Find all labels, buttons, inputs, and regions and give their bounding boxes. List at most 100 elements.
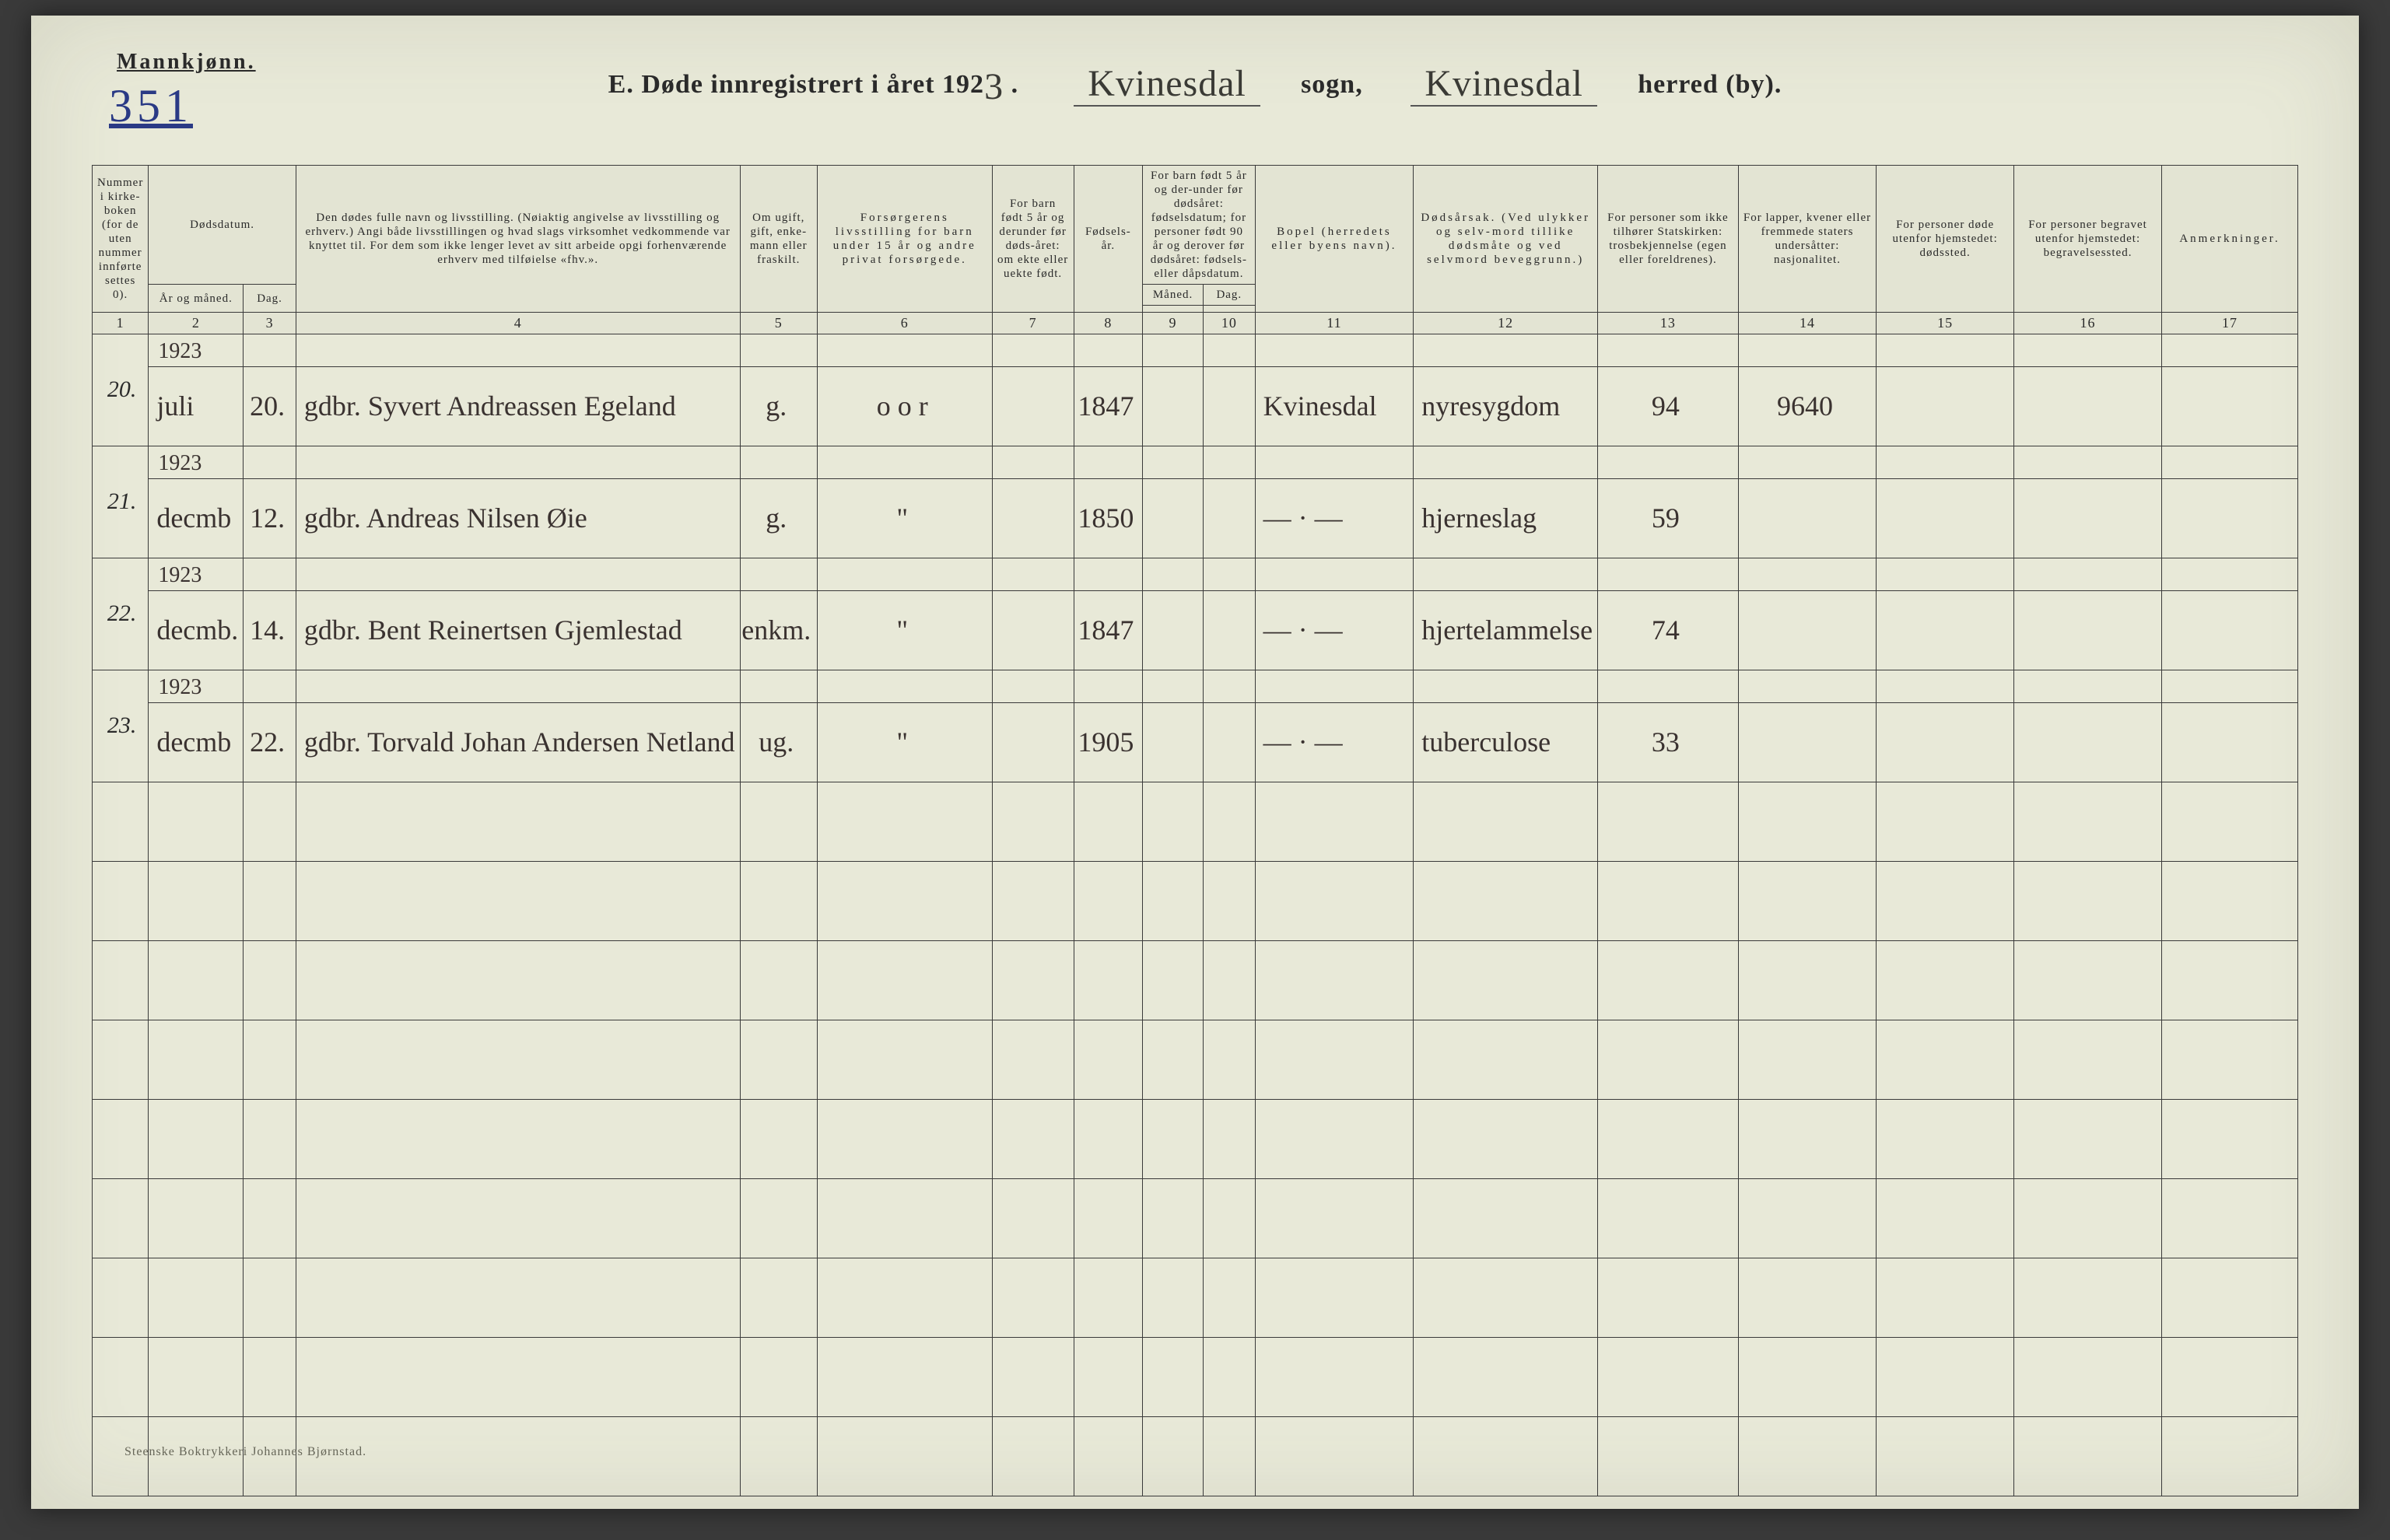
col-header-2: År og måned. <box>149 285 244 313</box>
cell-empty <box>1143 861 1204 940</box>
col-header-15: For personer døde utenfor hjemstedet: dø… <box>1877 166 2014 313</box>
cell-blank <box>1255 558 1414 590</box>
cell-blank <box>2162 446 2298 478</box>
sogn-word: sogn, <box>1301 70 1363 99</box>
cell-blank <box>1255 446 1414 478</box>
cell-residence: — · — <box>1255 590 1414 670</box>
cell-year: 1923 <box>149 334 244 366</box>
cell-empty <box>93 1337 149 1416</box>
col-header-17-text: Anmerkninger. <box>2179 233 2280 245</box>
cell-blank <box>1598 558 1739 590</box>
cell-empty <box>1598 1099 1739 1178</box>
cell-legitimacy <box>992 702 1074 782</box>
colnum-2: 2 <box>149 313 244 334</box>
col-header-date-top: Dødsdatum. <box>149 166 296 285</box>
death-register-table: Nummer i kirke-boken (for de uten nummer… <box>92 165 2298 1496</box>
cell-empty <box>1255 782 1414 861</box>
cell-empty <box>992 861 1074 940</box>
table-row-year: 23.1923 <box>93 670 2298 702</box>
cell-empty <box>1414 1178 1598 1258</box>
cell-col15 <box>1877 702 2014 782</box>
cell-empty <box>1877 782 2014 861</box>
table-row: decmb12.gdbr. Andreas Nilsen Øieg."1850—… <box>93 478 2298 558</box>
cell-provider: o o r <box>817 366 992 446</box>
cell-day: 20. <box>244 366 296 446</box>
cell-birth-day <box>1203 366 1255 446</box>
colnum-9: 9 <box>1143 313 1204 334</box>
cell-empty <box>1877 1020 2014 1099</box>
cell-blank <box>296 334 740 366</box>
table-row-empty <box>93 940 2298 1020</box>
cell-empty <box>1203 940 1255 1020</box>
cell-empty <box>1255 1099 1414 1178</box>
cell-empty <box>2162 1416 2298 1496</box>
cell-empty <box>244 1258 296 1337</box>
cell-empty <box>1877 940 2014 1020</box>
cell-empty <box>149 1020 244 1099</box>
cell-empty <box>1877 1337 2014 1416</box>
colnum-15: 15 <box>1877 313 2014 334</box>
printer-footer: Steenske Boktrykkeri Johannes Bjørnstad. <box>124 1445 366 1459</box>
colnum-14: 14 <box>1738 313 1877 334</box>
sogn-name-handwritten: Kvinesdal <box>1074 62 1260 107</box>
cell-empty <box>1414 1258 1598 1337</box>
cell-empty <box>1143 782 1204 861</box>
cell-col17 <box>2162 478 2298 558</box>
colnum-6: 6 <box>817 313 992 334</box>
cell-col17 <box>2162 366 2298 446</box>
cell-empty <box>817 782 992 861</box>
cell-blank <box>1255 334 1414 366</box>
cell-empty <box>1143 940 1204 1020</box>
cell-col13: 94 <box>1598 366 1739 446</box>
cell-blank <box>244 670 296 702</box>
cell-blank <box>1738 558 1877 590</box>
colnum-4: 4 <box>296 313 740 334</box>
cell-empty <box>992 782 1074 861</box>
cell-empty <box>1074 1020 1142 1099</box>
colnum-5: 5 <box>740 313 817 334</box>
cell-blank <box>817 446 992 478</box>
cell-empty <box>296 1178 740 1258</box>
cell-blank <box>992 670 1074 702</box>
cell-col14 <box>1738 590 1877 670</box>
cell-birthyear: 1905 <box>1074 702 1142 782</box>
cell-empty <box>1738 1099 1877 1178</box>
cell-empty <box>1738 1337 1877 1416</box>
cell-blank <box>1203 670 1255 702</box>
cell-birth-day <box>1203 702 1255 782</box>
cell-empty <box>740 1337 817 1416</box>
cell-empty <box>1203 782 1255 861</box>
cell-blank <box>992 446 1074 478</box>
cell-empty <box>1074 861 1142 940</box>
cell-birthyear: 1850 <box>1074 478 1142 558</box>
cell-empty <box>992 1258 1074 1337</box>
cell-empty <box>296 1020 740 1099</box>
table-row-empty <box>93 1099 2298 1178</box>
cell-day: 22. <box>244 702 296 782</box>
cell-cause: hjerneslag <box>1414 478 1598 558</box>
cell-blank <box>1143 558 1204 590</box>
cell-empty <box>1143 1178 1204 1258</box>
cell-month: decmb. <box>149 590 244 670</box>
cell-empty <box>740 1416 817 1496</box>
cell-empty <box>296 940 740 1020</box>
cell-empty <box>1074 1099 1142 1178</box>
cell-empty <box>1414 1099 1598 1178</box>
entry-number: 20. <box>93 334 149 446</box>
cell-empty <box>1143 1416 1204 1496</box>
cell-col14 <box>1738 478 1877 558</box>
cell-status: g. <box>740 366 817 446</box>
col-header-5: Om ugift, gift, enke-mann eller fraskilt… <box>740 166 817 313</box>
cell-empty <box>1074 782 1142 861</box>
cell-blank <box>1414 670 1598 702</box>
cell-empty <box>1598 1020 1739 1099</box>
cell-residence: — · — <box>1255 478 1414 558</box>
cell-blank <box>1877 558 2014 590</box>
cell-empty <box>1074 940 1142 1020</box>
cell-blank <box>1074 446 1142 478</box>
col-header-6-text: Forsørgerens livsstilling for barn under… <box>833 212 976 266</box>
cell-blank <box>740 446 817 478</box>
cell-blank <box>296 670 740 702</box>
cell-empty <box>992 1416 1074 1496</box>
col-header-birthdate-top: For barn født 5 år og der-under før døds… <box>1143 166 1256 285</box>
